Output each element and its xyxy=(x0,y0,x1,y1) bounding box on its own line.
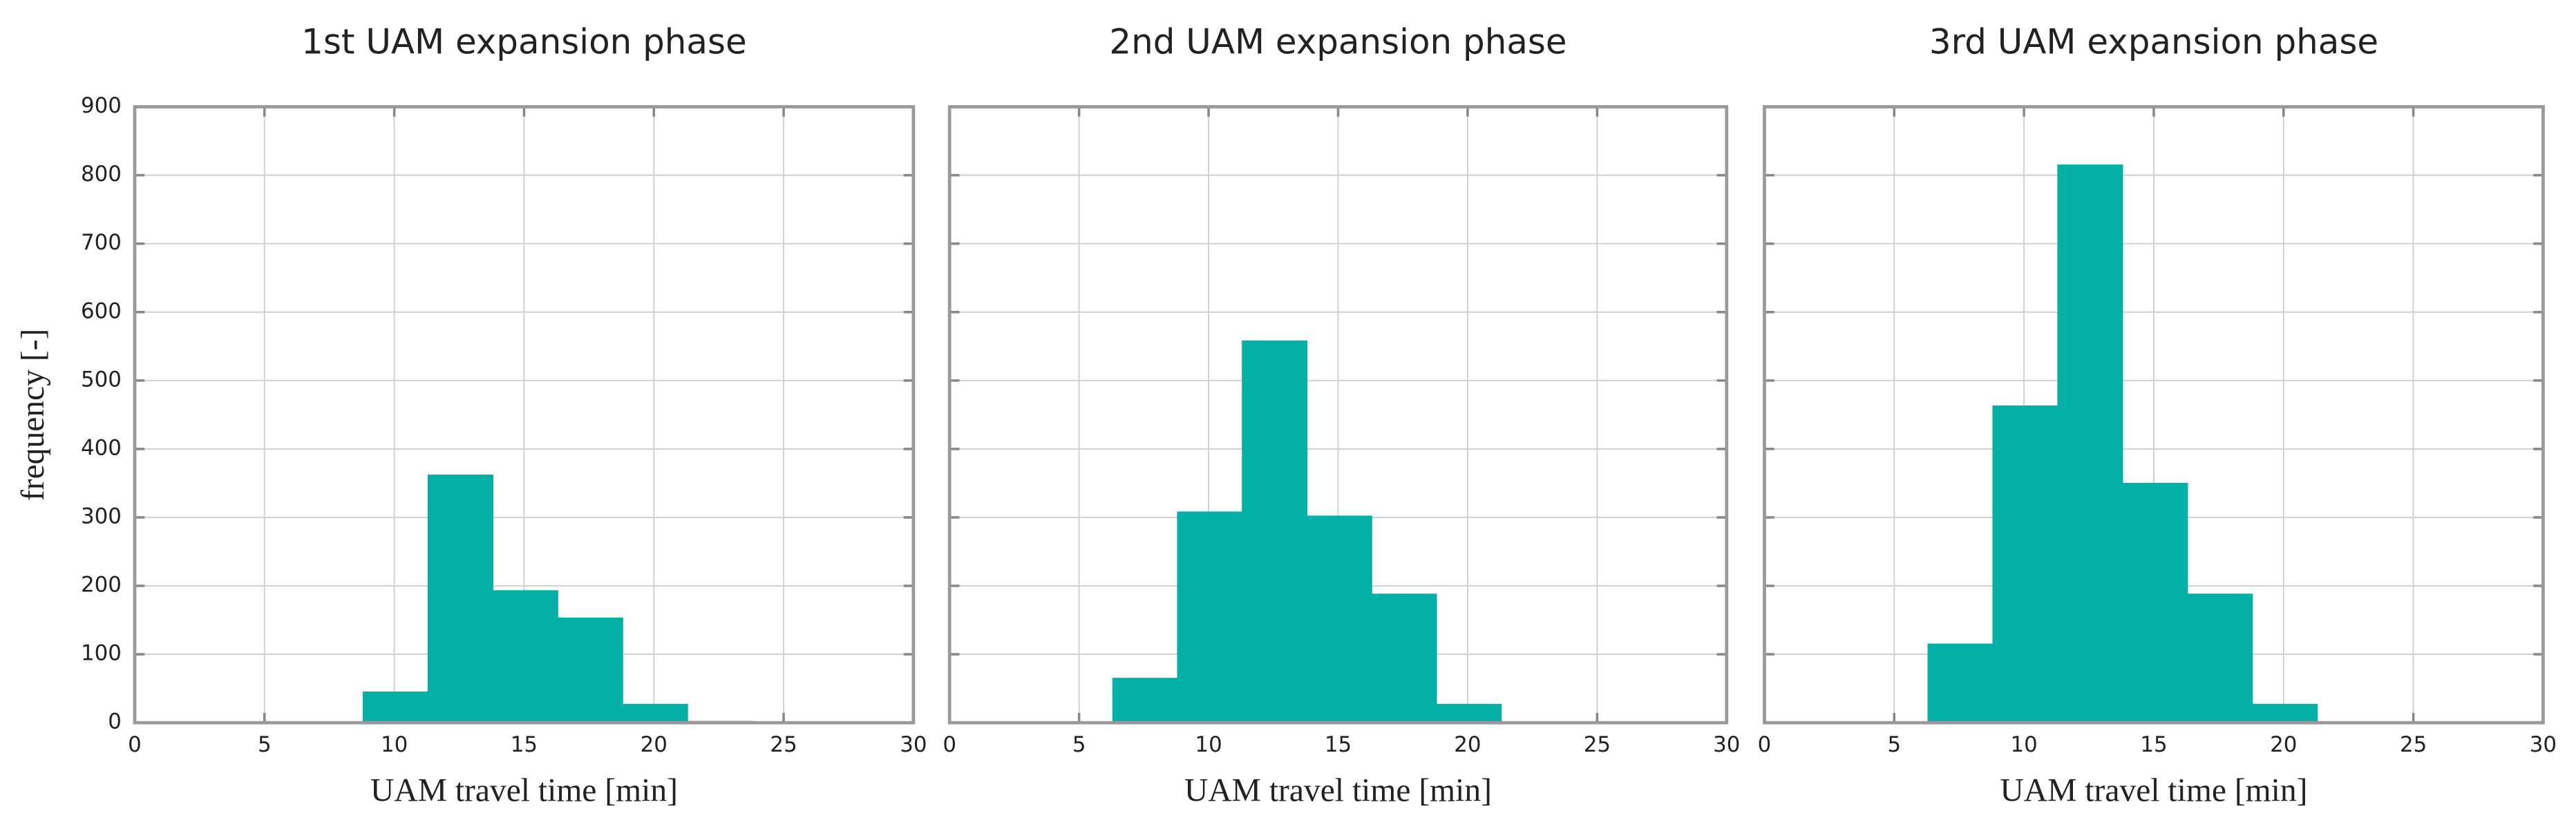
x-tick-label: 10 xyxy=(381,732,408,757)
bar xyxy=(492,590,558,723)
x-tick-label: 15 xyxy=(1325,732,1352,757)
y-axis-label: frequency [-] xyxy=(15,329,51,501)
x-tick-label: 30 xyxy=(900,732,927,757)
plot-frame xyxy=(1763,105,2545,725)
x-tick-label: 25 xyxy=(2400,732,2427,757)
x-tick-label: 10 xyxy=(1195,732,1222,757)
x-tick-label: 5 xyxy=(1072,732,1086,757)
bar xyxy=(1242,340,1308,723)
x-tick-label: 10 xyxy=(2010,732,2037,757)
bar xyxy=(2057,164,2123,723)
x-tick-label: 15 xyxy=(511,732,538,757)
chart-title: 3rd UAM expansion phase xyxy=(1929,22,2378,62)
y-tick-label: 300 xyxy=(81,504,122,528)
x-tick-label: 20 xyxy=(1454,732,1481,757)
y-tick-label: 100 xyxy=(81,641,122,666)
bar xyxy=(1112,678,1178,723)
x-tick-label: 20 xyxy=(2270,732,2297,757)
bar xyxy=(2122,482,2188,723)
bar xyxy=(2252,703,2318,723)
x-tick-label: 5 xyxy=(258,732,272,757)
x-tick-label: 5 xyxy=(1887,732,1901,757)
bar xyxy=(1436,703,1502,723)
panel: 0 100 200 300 400 500 600 700 800 900 0 5 10 15 20 25 30… xyxy=(15,22,927,809)
x-tick-label: 15 xyxy=(2140,732,2167,757)
bar xyxy=(622,703,688,723)
y-tick-label: 500 xyxy=(81,367,122,392)
x-axis-label: UAM travel time [min] xyxy=(1184,772,1492,808)
x-tick-label: 0 xyxy=(128,732,142,757)
x-tick-label: 30 xyxy=(2530,732,2557,757)
bar xyxy=(2187,593,2253,723)
x-tick-label: 30 xyxy=(1713,732,1740,757)
bar xyxy=(1177,511,1243,723)
y-tick-label: 400 xyxy=(81,435,122,460)
plot-frame xyxy=(947,105,1729,725)
bar xyxy=(427,474,493,723)
y-tick-label: 700 xyxy=(81,230,122,255)
chart-title: 2nd UAM expansion phase xyxy=(1109,22,1566,62)
panel: 0 5 10 15 20 25 30 2nd UAM expansion phase UAM t… xyxy=(943,22,1740,809)
panel: 0 5 10 15 20 25 30 3rd UAM expansion phase UAM t… xyxy=(1758,22,2557,809)
bar xyxy=(1927,643,1993,723)
x-axis-label: UAM travel time [min] xyxy=(2000,772,2307,808)
x-tick-label: 0 xyxy=(943,732,956,757)
y-tick-label: 600 xyxy=(81,298,122,323)
y-tick-label: 200 xyxy=(81,573,122,598)
y-tick-label: 0 xyxy=(108,709,122,734)
y-tick-label: 800 xyxy=(81,162,122,187)
chart-title: 1st UAM expansion phase xyxy=(301,22,747,62)
bar xyxy=(1371,593,1437,723)
x-tick-label: 0 xyxy=(1758,732,1772,757)
x-tick-label: 25 xyxy=(770,732,797,757)
x-tick-label: 20 xyxy=(641,732,667,757)
bar xyxy=(362,691,429,723)
bar xyxy=(1992,405,2058,723)
y-tick-label: 900 xyxy=(81,93,122,118)
x-tick-label: 25 xyxy=(1584,732,1611,757)
plot-frame xyxy=(133,105,916,725)
bar xyxy=(1306,515,1372,723)
x-axis-label: UAM travel time [min] xyxy=(370,772,678,808)
bar xyxy=(557,617,623,723)
